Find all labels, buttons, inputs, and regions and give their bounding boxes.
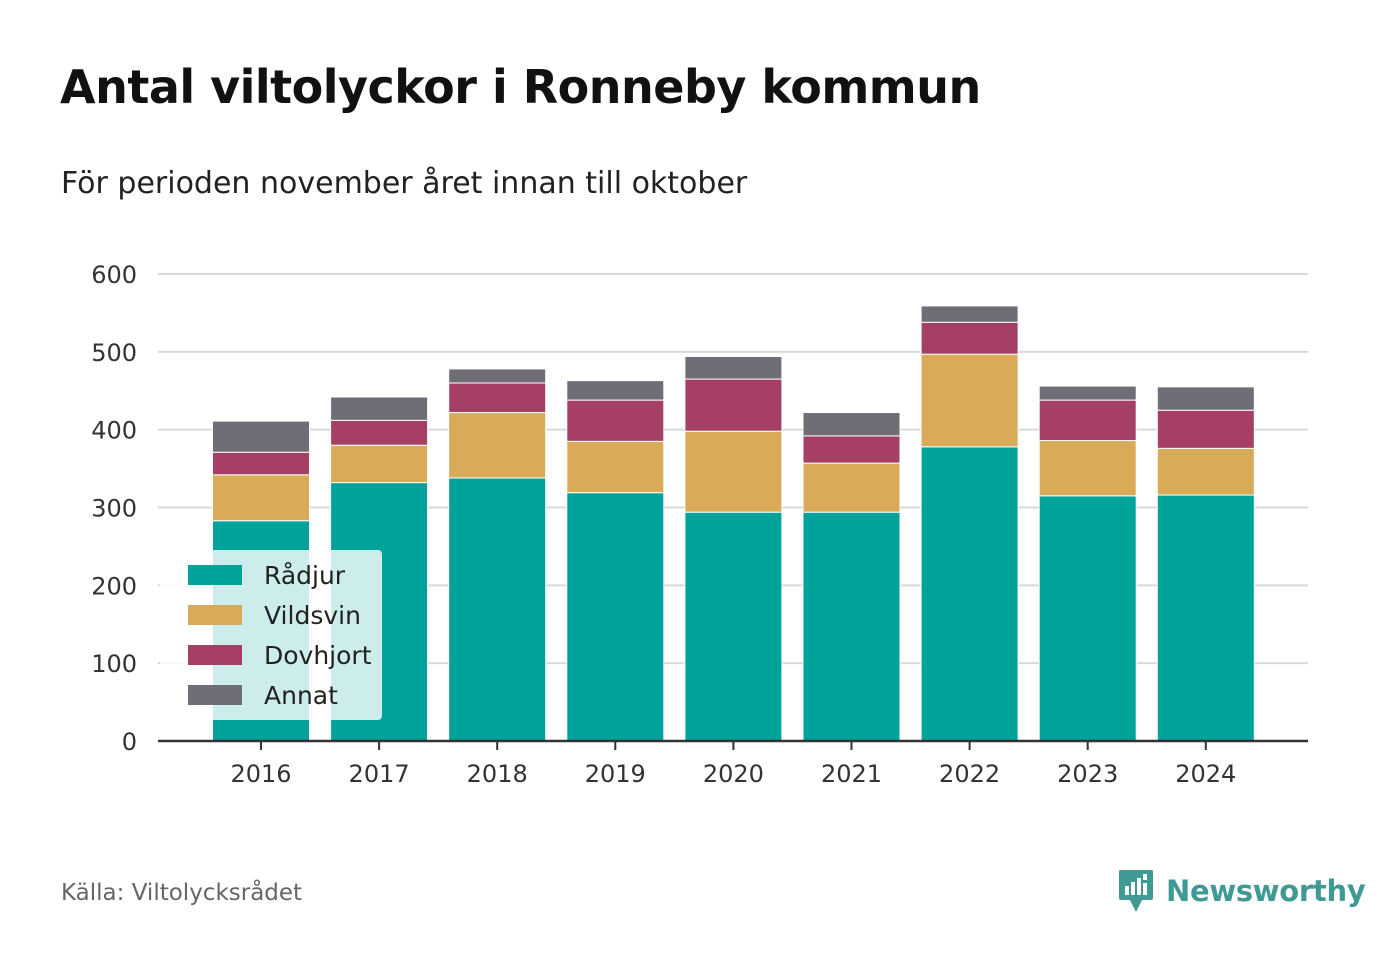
y-tick-label-100: 100 xyxy=(91,650,137,678)
legend-swatch-radjur xyxy=(188,565,242,585)
legend-swatch-dovhjort xyxy=(188,645,242,665)
x-tick-label-2023: 2023 xyxy=(1057,760,1118,788)
bar-2019-vildsvin xyxy=(566,440,665,494)
bar-2022-annat xyxy=(920,305,1019,323)
bar-2017-vildsvin xyxy=(330,444,429,484)
y-tick-label-300: 300 xyxy=(91,495,137,523)
newsworthy-logo[interactable]: Newsworthy xyxy=(1118,868,1366,914)
bar-2020-vildsvin xyxy=(684,430,783,513)
legend-swatch-vildsvin xyxy=(188,605,242,625)
legend-label-annat: Annat xyxy=(264,680,338,710)
bar-2022-vildsvin xyxy=(920,353,1019,448)
bar-2023-annat xyxy=(1038,385,1137,401)
bar-2024-dovhjort xyxy=(1156,409,1255,449)
x-tick-label-2019: 2019 xyxy=(585,760,646,788)
bar-2020-dovhjort xyxy=(684,378,783,432)
bar-2021-dovhjort xyxy=(802,435,901,464)
bar-2023-radjur xyxy=(1038,495,1137,742)
bar-2018-annat xyxy=(448,368,547,384)
bar-2021-annat xyxy=(802,412,901,437)
y-tick-label-400: 400 xyxy=(91,417,137,445)
y-tick-label-500: 500 xyxy=(91,339,137,367)
chart-title: Antal viltolyckor i Ronneby kommun xyxy=(60,60,981,114)
legend-label-radjur: Rådjur xyxy=(264,560,346,590)
y-tick-label-600: 600 xyxy=(91,261,137,289)
x-tick-label-2017: 2017 xyxy=(349,760,410,788)
x-tick-label-2016: 2016 xyxy=(230,760,291,788)
bar-2018-dovhjort xyxy=(448,382,547,414)
bar-2016-annat xyxy=(212,420,310,453)
bar-2018-radjur xyxy=(448,477,547,742)
x-tick-label-2020: 2020 xyxy=(703,760,764,788)
bar-2022-radjur xyxy=(920,446,1019,742)
bar-2017-annat xyxy=(330,396,429,421)
x-tick-label-2021: 2021 xyxy=(821,760,882,788)
bar-2017-dovhjort xyxy=(330,419,429,446)
legend-item-dovhjort[interactable]: Dovhjort xyxy=(188,640,372,670)
y-tick-label-0: 0 xyxy=(122,728,137,756)
bar-2019-dovhjort xyxy=(566,399,665,442)
bar-2024-radjur xyxy=(1156,494,1255,742)
bar-2019-radjur xyxy=(566,492,665,742)
bar-2021-vildsvin xyxy=(802,462,901,513)
brand-name: Newsworthy xyxy=(1166,874,1366,908)
bar-2016-dovhjort xyxy=(212,451,310,476)
legend-item-radjur[interactable]: Rådjur xyxy=(188,560,345,590)
legend-label-vildsvin: Vildsvin xyxy=(264,600,361,630)
bar-2020-annat xyxy=(684,356,783,380)
x-tick-label-2018: 2018 xyxy=(467,760,528,788)
bar-2018-vildsvin xyxy=(448,412,547,479)
chart-legend: Rådjur Vildsvin Dovhjort Annat xyxy=(160,550,382,720)
x-tick-label-2022: 2022 xyxy=(939,760,1000,788)
chart-subtitle: För perioden november året innan till ok… xyxy=(61,166,748,201)
y-tick-label-200: 200 xyxy=(91,572,137,600)
bar-2019-annat xyxy=(566,380,665,401)
legend-item-vildsvin[interactable]: Vildsvin xyxy=(188,600,361,630)
bar-2016-vildsvin xyxy=(212,474,310,522)
legend-swatch-annat xyxy=(188,685,242,705)
bar-2024-vildsvin xyxy=(1156,447,1255,496)
legend-label-dovhjort: Dovhjort xyxy=(264,640,372,670)
bar-2023-dovhjort xyxy=(1038,399,1137,442)
bar-2020-radjur xyxy=(684,511,783,742)
source-note: Källa: Viltolycksrådet xyxy=(61,880,303,906)
x-tick-label-2024: 2024 xyxy=(1175,760,1236,788)
legend-item-annat[interactable]: Annat xyxy=(188,680,338,710)
newsworthy-logo-icon xyxy=(1119,870,1153,912)
bar-2021-radjur xyxy=(802,511,901,742)
bar-2022-dovhjort xyxy=(920,321,1019,355)
bar-2023-vildsvin xyxy=(1038,440,1137,497)
bar-2024-annat xyxy=(1156,386,1255,411)
